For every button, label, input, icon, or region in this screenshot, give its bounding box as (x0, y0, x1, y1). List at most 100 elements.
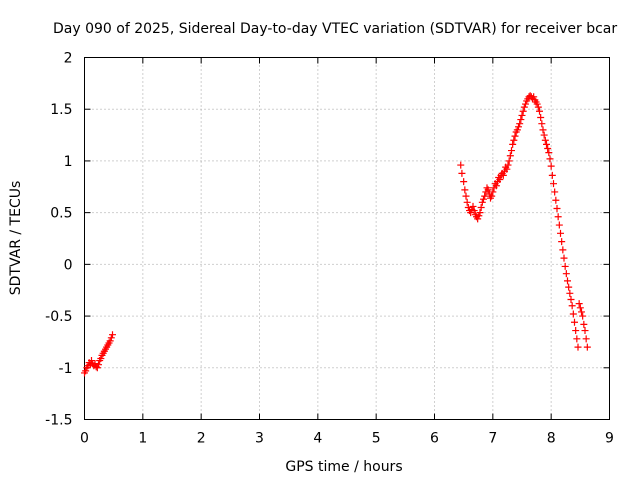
data-point (508, 147, 515, 155)
data-point (492, 182, 500, 190)
data-point (550, 180, 557, 188)
data-point (578, 308, 585, 316)
data-point (476, 209, 484, 217)
data-point (505, 157, 513, 165)
chart-title: Day 090 of 2025, Sidereal Day-to-day VTE… (53, 21, 617, 37)
data-point (95, 361, 102, 369)
axis-ticks: 0 1 2 3 4 5 6 7 8 9 2 1.5 1 0.5 0 -0.5 -1 -1.5 (45, 51, 614, 447)
data-point (481, 192, 489, 200)
data-point (503, 165, 511, 173)
data-point (513, 126, 521, 134)
data-point (575, 300, 583, 308)
data-point (511, 132, 519, 140)
data-point (82, 367, 90, 375)
data-point (580, 320, 588, 328)
data-point (541, 136, 549, 144)
data-point (546, 155, 554, 163)
data-point (93, 364, 101, 372)
data-point (571, 318, 578, 326)
data-point (569, 310, 577, 318)
data-point (572, 327, 580, 335)
data-point (480, 195, 487, 203)
data-point (515, 123, 522, 131)
grid (84, 57, 610, 420)
data-point (544, 145, 552, 153)
data-point (97, 354, 105, 362)
data-point (458, 169, 466, 177)
data-point (561, 262, 569, 270)
x-tick-label: 3 (255, 431, 264, 447)
data-point (554, 213, 562, 221)
data-point (551, 188, 559, 196)
data-point (469, 202, 477, 210)
data-point (562, 270, 570, 278)
y-tick-label: -1 (59, 361, 73, 377)
data-point (474, 215, 482, 223)
data-point (107, 334, 115, 342)
data-point (463, 198, 471, 206)
data-point (88, 357, 95, 365)
data-point (520, 103, 528, 111)
data-point (574, 343, 582, 351)
data-point (460, 178, 468, 186)
data-point (484, 186, 492, 194)
data-point (462, 192, 470, 200)
data-point (530, 93, 538, 101)
data-point (579, 312, 587, 320)
data-point (583, 343, 591, 351)
y-tick-label: 2 (64, 51, 73, 67)
data-point (582, 335, 590, 343)
data-point (545, 149, 553, 157)
data-point (496, 176, 504, 184)
plot-frame (84, 57, 610, 420)
data-point (478, 198, 486, 206)
x-tick-label: 7 (488, 431, 497, 447)
data-point (581, 327, 589, 335)
data-point (457, 161, 465, 169)
data-point (537, 113, 545, 121)
data-point (461, 186, 469, 194)
data-point (488, 192, 496, 200)
x-tick-label: 8 (547, 431, 556, 447)
data-series (81, 92, 591, 377)
y-tick-label: -0.5 (45, 309, 72, 325)
data-point (106, 337, 114, 345)
data-point (509, 140, 517, 148)
data-point (506, 152, 514, 160)
data-point (517, 116, 525, 124)
x-axis-label: GPS time / hours (285, 459, 402, 475)
data-point (499, 171, 507, 179)
data-point (489, 188, 497, 196)
data-point (548, 171, 556, 179)
data-point (533, 100, 541, 108)
data-point (538, 120, 546, 128)
data-point (464, 203, 472, 211)
data-point (109, 331, 116, 339)
data-point (510, 136, 518, 144)
data-point (564, 277, 571, 285)
data-point (516, 120, 524, 128)
data-point (543, 140, 550, 148)
data-point (555, 221, 563, 229)
data-point (475, 212, 483, 220)
data-point (566, 289, 574, 297)
x-tick-label: 9 (605, 431, 614, 447)
x-tick-label: 6 (430, 431, 439, 447)
y-tick-label: 0.5 (50, 206, 72, 222)
data-point (536, 107, 543, 115)
data-point (553, 205, 561, 213)
y-tick-label: -1.5 (45, 413, 72, 429)
data-point (568, 302, 576, 310)
data-point (504, 161, 512, 169)
data-point (565, 283, 573, 291)
data-point (576, 304, 584, 312)
x-tick-label: 0 (80, 431, 89, 447)
y-tick-label: 0 (64, 257, 73, 273)
y-axis-label: SDTVAR / TECUs (8, 181, 24, 296)
data-point (552, 196, 560, 204)
data-point (557, 229, 564, 237)
data-point (559, 246, 567, 254)
data-point (540, 131, 548, 139)
data-point (558, 238, 566, 246)
